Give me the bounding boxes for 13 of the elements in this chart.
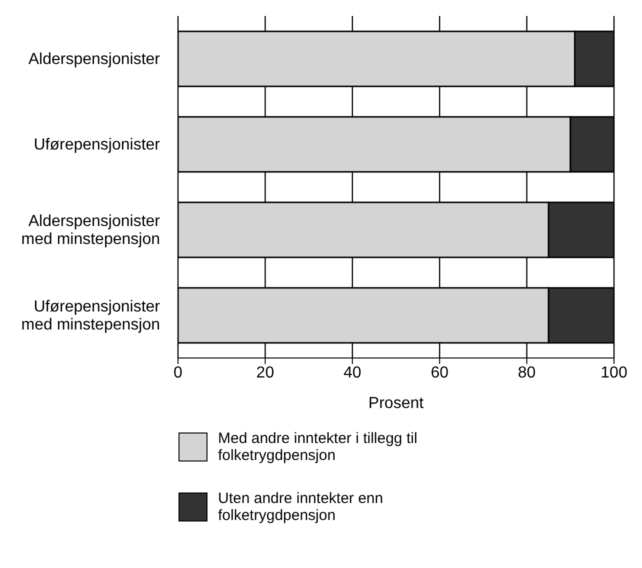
y-tick-label: Alderspensjonister med minstepensjon (21, 212, 161, 248)
legend-label: Uten andre inntekter enn folketrygdpensjon (218, 490, 384, 524)
x-tick-label: 0 (174, 364, 183, 382)
x-tick-label: 20 (256, 364, 274, 382)
x-tick-label: 40 (344, 364, 362, 382)
x-axis-title: Prosent (368, 395, 424, 412)
legend-label: Med andre inntekter i tillegg til folketrygdpensjon (218, 430, 418, 464)
x-tick-label: 100 (600, 364, 628, 382)
x-tick-label: 60 (430, 364, 449, 382)
x-tick-label: 80 (518, 364, 536, 382)
y-tick-label: Uførepensjonister med minstepensjon (21, 298, 161, 333)
y-tick-label: Uførepensjonister (34, 136, 161, 153)
y-tick-label: Alderspensjonister (28, 50, 161, 68)
